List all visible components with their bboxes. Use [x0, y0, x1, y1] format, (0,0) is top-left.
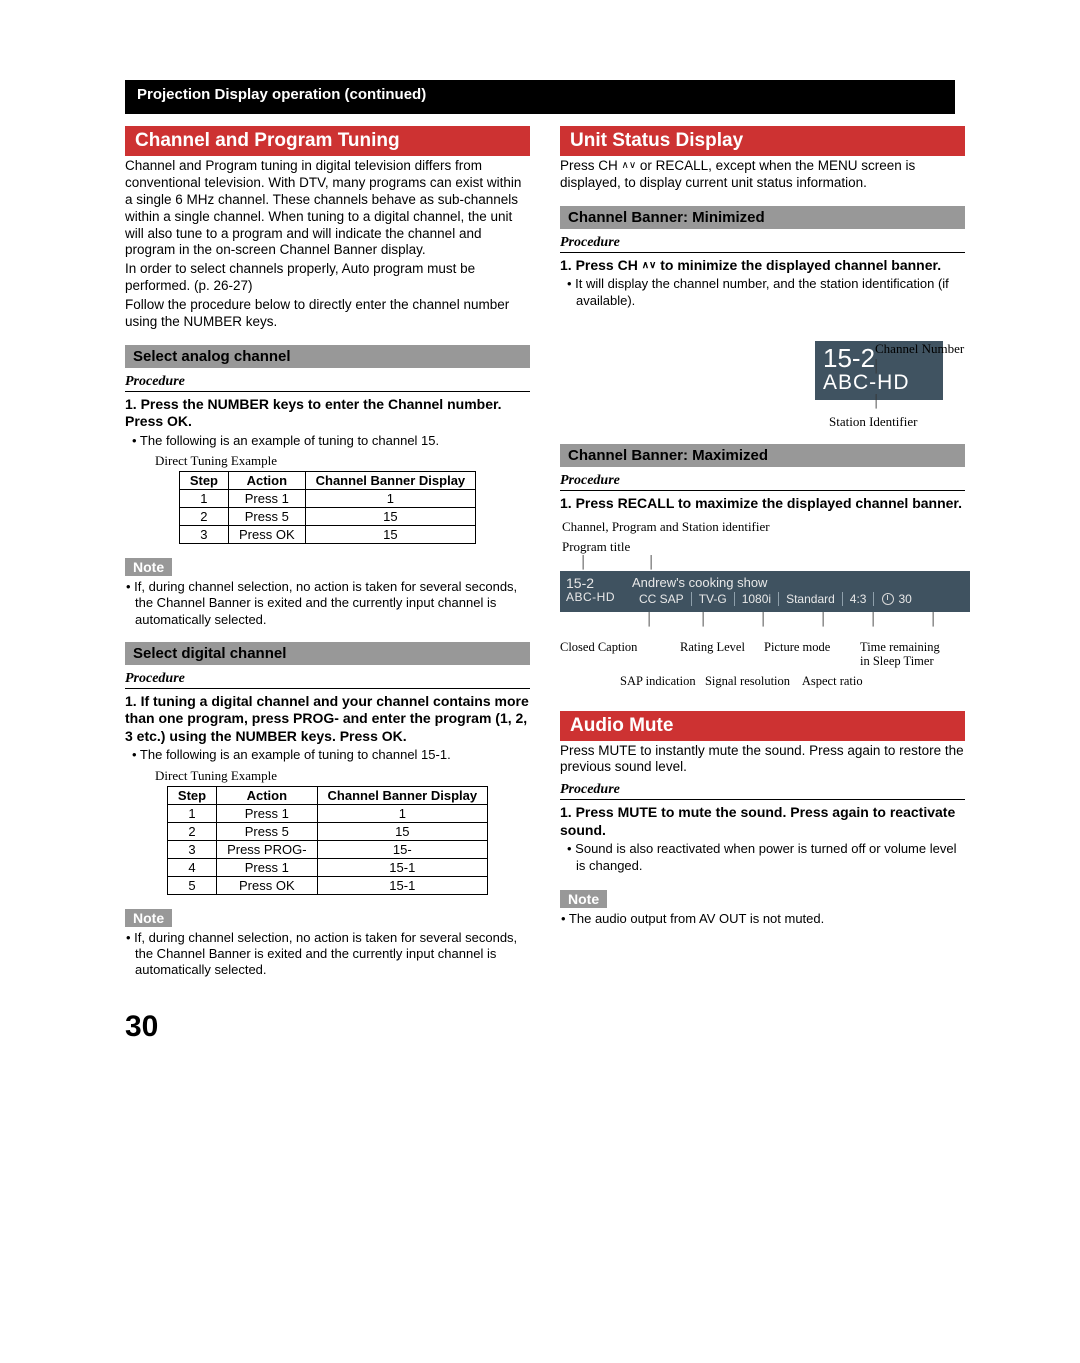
table-row: 1Press 11	[167, 804, 487, 822]
page-number: 30	[125, 1010, 1080, 1044]
chevron-up-down-icon: ∧∨	[642, 260, 657, 271]
rating-label: Rating Level	[680, 640, 745, 655]
table-row: 5Press OK15-1	[167, 876, 487, 894]
col-step: Step	[179, 472, 228, 490]
digital-bullet: • The following is an example of tuning …	[141, 747, 530, 763]
minimized-banner-figure: Channel Number │ 15-2 ABC-HD │ Station I…	[805, 341, 965, 430]
pm-label: Picture mode	[764, 640, 830, 655]
channel-number: 15-2	[566, 575, 632, 591]
col-action: Action	[217, 786, 317, 804]
analog-step: 1. Press the NUMBER keys to enter the Ch…	[125, 396, 530, 431]
max-step: 1. Press RECALL to maximize the displaye…	[560, 495, 965, 513]
banner-left: 15-2 ABC-HD	[566, 575, 632, 605]
program-title-label: Program title	[562, 539, 970, 555]
analog-table: Step Action Channel Banner Display 1Pres…	[179, 471, 476, 544]
table-row: 3Press OK15	[179, 526, 475, 544]
intro-para-3: Follow the procedure below to directly e…	[125, 297, 530, 331]
min-step: 1. Press CH ∧∨ to minimize the displayed…	[560, 257, 965, 275]
tick-icon: │	[873, 394, 881, 408]
rating: TV-G	[692, 592, 735, 606]
procedure-label: Procedure	[560, 782, 965, 800]
table-row: 2Press 515	[167, 822, 487, 840]
banner-info-row: CC SAP TV-G 1080i Standard 4:3 30	[632, 592, 964, 606]
unit-status-intro: Press CH ∧∨ or RECALL, except when the M…	[560, 158, 965, 192]
procedure-label: Procedure	[125, 671, 530, 689]
sleep-timer: 30	[882, 592, 911, 606]
intro-para-2: In order to select channels properly, Au…	[125, 261, 530, 295]
ticks-bottom: ││││││	[560, 612, 970, 626]
header-bar: Projection Display operation (continued)	[125, 80, 955, 114]
chevron-up-down-icon: ∧∨	[622, 160, 637, 171]
table-caption: Direct Tuning Example	[155, 453, 530, 469]
timer-label: Time remainingin Sleep Timer	[860, 640, 940, 669]
section-unit-status: Unit Status Display	[560, 126, 965, 156]
subheader-banner-max: Channel Banner: Maximized	[560, 444, 965, 467]
station-id: ABC-HD	[566, 591, 632, 605]
mute-bullet: • Sound is also reactivated when power i…	[576, 841, 965, 874]
cc-sap: CC SAP	[632, 592, 692, 606]
analog-bullet: • The following is an example of tuning …	[141, 433, 530, 449]
table-row: 3Press PROG-15-	[167, 840, 487, 858]
picture-mode: Standard	[779, 592, 843, 606]
sap-label: SAP indication	[620, 674, 696, 688]
ar-label: Aspect ratio	[802, 674, 863, 688]
col-action: Action	[229, 472, 306, 490]
intro-para-1: Channel and Program tuning in digital te…	[125, 158, 530, 259]
station-identifier-label: Station Identifier	[829, 414, 965, 430]
note-label: Note	[125, 558, 172, 576]
tick-icon: │	[873, 359, 881, 373]
table-row: 4Press 115-1	[167, 858, 487, 876]
columns: Channel and Program Tuning Channel and P…	[0, 118, 1080, 980]
col-display: Channel Banner Display	[305, 472, 476, 490]
note-label: Note	[125, 909, 172, 927]
channel-program-label: Channel, Program and Station identifier	[562, 519, 970, 535]
procedure-label: Procedure	[560, 235, 965, 253]
under-labels-row2: SAP indication Signal resolution Aspect …	[620, 674, 970, 689]
station-id: ABC-HD	[823, 372, 935, 394]
subheader-digital: Select digital channel	[125, 642, 530, 665]
mute-intro: Press MUTE to instantly mute the sound. …	[560, 743, 965, 777]
table-caption: Direct Tuning Example	[155, 768, 530, 784]
table-row: 1Press 11	[179, 490, 475, 508]
procedure-label: Procedure	[125, 374, 530, 392]
sr-label: Signal resolution	[705, 674, 790, 688]
mute-step: 1. Press MUTE to mute the sound. Press a…	[560, 804, 965, 839]
channel-banner-max: 15-2 ABC-HD Andrew's cooking show CC SAP…	[560, 571, 970, 612]
mute-note: • The audio output from AV OUT is not mu…	[570, 911, 965, 927]
cc-label: Closed Caption	[560, 640, 637, 655]
note-text: • If, during channel selection, no actio…	[135, 930, 530, 979]
channel-number-label: Channel Number	[875, 341, 1005, 357]
col-step: Step	[167, 786, 216, 804]
subheader-banner-min: Channel Banner: Minimized	[560, 206, 965, 229]
procedure-label: Procedure	[560, 473, 965, 491]
table-row: 2Press 515	[179, 508, 475, 526]
note-text: • If, during channel selection, no actio…	[135, 579, 530, 628]
subheader-analog: Select analog channel	[125, 345, 530, 368]
header-subtitle: Projection Display operation (continued)	[137, 86, 426, 103]
ticks-top: ││	[560, 555, 970, 571]
maximized-banner-figure: Channel, Program and Station identifier …	[560, 519, 970, 689]
resolution: 1080i	[735, 592, 779, 606]
section-audio-mute: Audio Mute	[560, 711, 965, 741]
aspect-ratio: 4:3	[843, 592, 875, 606]
section-channel-tuning: Channel and Program Tuning	[125, 126, 530, 156]
page: Projection Display operation (continued)…	[0, 80, 1080, 1044]
min-bullet: • It will display the channel number, an…	[576, 276, 965, 309]
right-column: Unit Status Display Press CH ∧∨ or RECAL…	[560, 118, 965, 980]
col-display: Channel Banner Display	[317, 786, 488, 804]
program-title: Andrew's cooking show	[632, 575, 964, 590]
left-column: Channel and Program Tuning Channel and P…	[125, 118, 530, 980]
digital-step: 1. If tuning a digital channel and your …	[125, 693, 530, 746]
digital-table: Step Action Channel Banner Display 1Pres…	[167, 786, 488, 895]
banner-right: Andrew's cooking show CC SAP TV-G 1080i …	[632, 575, 964, 606]
timer-icon	[882, 593, 894, 605]
note-label: Note	[560, 890, 607, 908]
